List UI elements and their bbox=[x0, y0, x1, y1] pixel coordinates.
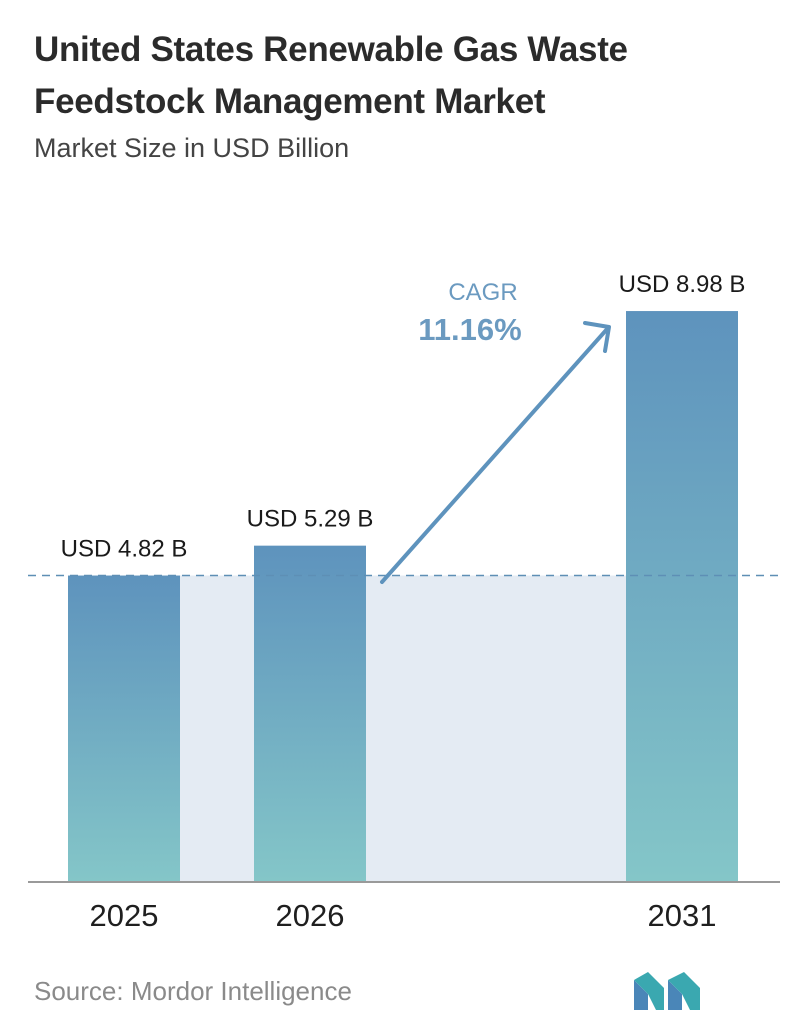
bar-chart: USD 4.82 B USD 5.29 B USD 8.98 B 2025 2026 2… bbox=[28, 271, 780, 933]
chart-title: United States Renewable Gas Waste Feedst… bbox=[34, 30, 628, 121]
bar-2031 bbox=[626, 311, 738, 882]
x-tick-2026: 2026 bbox=[276, 898, 345, 933]
cagr-label: CAGR bbox=[448, 279, 517, 306]
cagr-value: 11.16% bbox=[418, 312, 521, 347]
source-note: Source: Mordor Intelligence bbox=[34, 976, 352, 1006]
bar-2026 bbox=[254, 545, 366, 882]
cagr-arrow bbox=[380, 321, 611, 584]
mordor-intelligence-logo-icon bbox=[634, 972, 700, 1010]
bar-2025 bbox=[68, 575, 180, 882]
x-tick-2025: 2025 bbox=[90, 898, 159, 933]
data-label-2025: USD 4.82 B bbox=[61, 536, 188, 563]
x-tick-2031: 2031 bbox=[648, 898, 717, 933]
chart-subtitle: Market Size in USD Billion bbox=[34, 133, 350, 163]
data-label-2031: USD 8.98 B bbox=[619, 271, 746, 298]
data-label-2026: USD 5.29 B bbox=[247, 506, 374, 533]
